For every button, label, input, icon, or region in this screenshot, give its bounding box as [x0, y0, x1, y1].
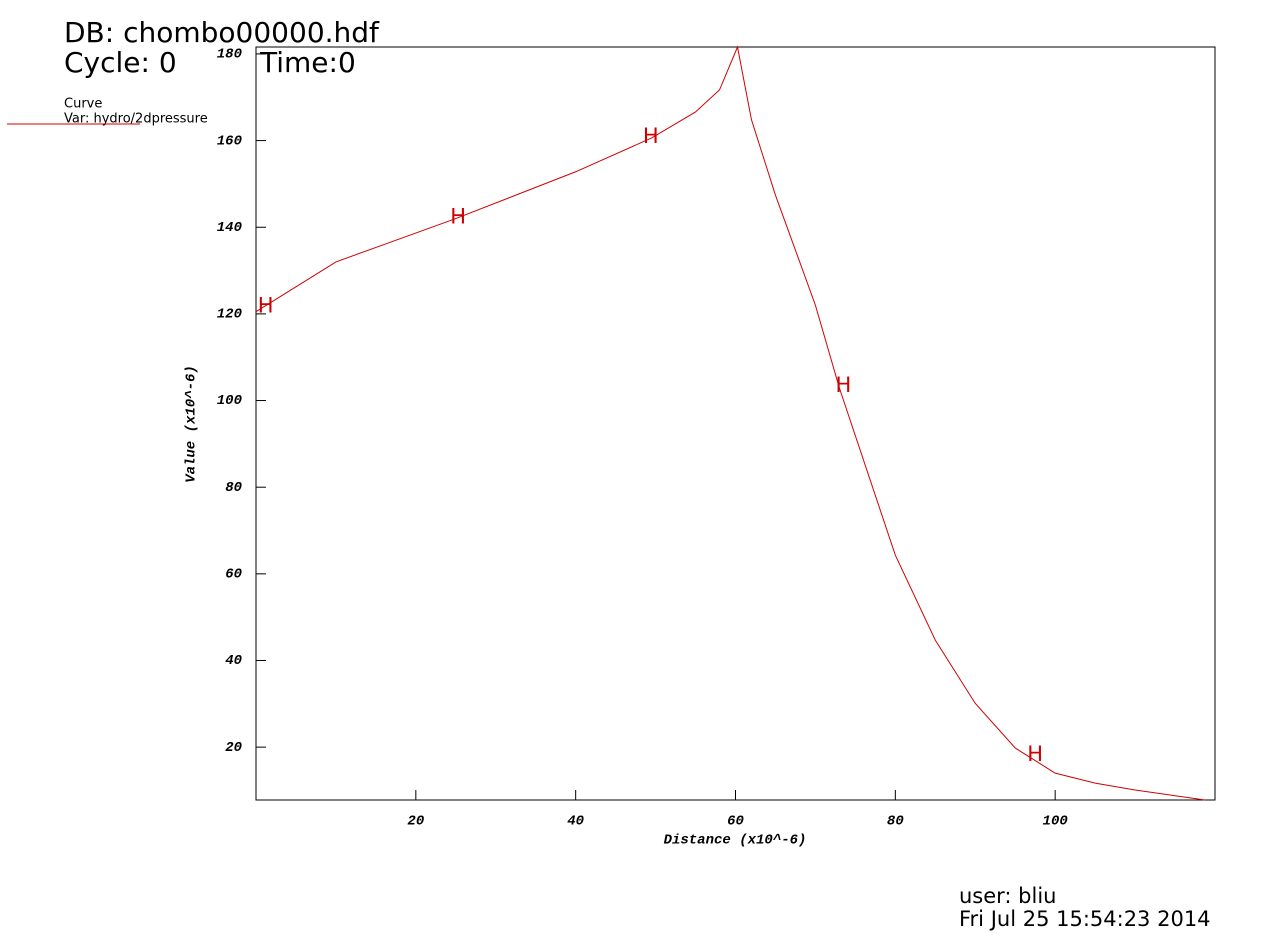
- curve: [255, 45, 1206, 801]
- db-label: DB: chombo00000.hdf: [64, 16, 380, 49]
- date-label: Fri Jul 25 15:54:23 2014: [959, 907, 1211, 931]
- y-tick-label: 180: [217, 47, 242, 63]
- y-tick-label: 140: [217, 220, 242, 236]
- x-tick-label: 20: [407, 814, 424, 830]
- y-tick-label: 160: [217, 133, 242, 149]
- x-tick-label: 80: [887, 814, 904, 830]
- time-label: Time:0: [259, 46, 356, 79]
- y-tick-label: 100: [217, 393, 242, 409]
- curve-marker: H: [258, 294, 274, 318]
- plot-frame: [255, 46, 1216, 801]
- y-tick-label: 20: [225, 740, 242, 756]
- x-tick-label: 40: [567, 814, 584, 830]
- cycle-label: Cycle: 0: [64, 46, 177, 79]
- curve-marker: H: [1027, 742, 1043, 766]
- y-tick-label: 80: [225, 480, 242, 496]
- y-tick-label: 120: [217, 307, 242, 323]
- x-tick-label: 100: [1043, 814, 1068, 830]
- y-tick-label: 60: [225, 567, 242, 583]
- curve-marker: H: [643, 124, 659, 148]
- curve-marker: H: [450, 205, 466, 229]
- x-axis-label: Distance (x10^-6): [664, 833, 807, 849]
- legend-label: Var: hydro/2dpressure: [64, 112, 208, 127]
- x-tick-label: 60: [727, 814, 744, 830]
- y-tick-label: 40: [225, 653, 242, 669]
- y-axis-label: Value (x10^-6): [184, 365, 200, 483]
- legend-title: Curve: [64, 97, 102, 112]
- curve-marker: H: [835, 373, 851, 397]
- user-label: user: bliu: [959, 884, 1057, 908]
